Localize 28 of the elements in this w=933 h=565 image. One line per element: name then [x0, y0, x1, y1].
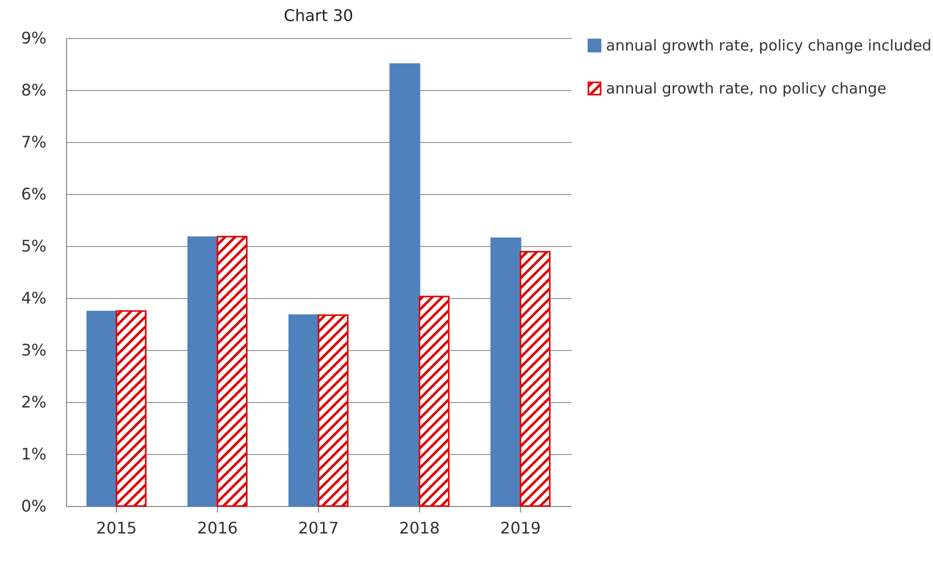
bar: [490, 237, 522, 507]
bar: [288, 314, 320, 507]
legend-label: annual growth rate, policy change included: [606, 36, 932, 54]
y-tick-label: 2%: [21, 392, 46, 412]
y-tick-label: 5%: [21, 236, 46, 256]
bar: [86, 310, 118, 507]
y-tick-label: 4%: [21, 288, 46, 308]
y-tick-label: 1%: [21, 444, 46, 464]
legend-label: annual growth rate, no policy change: [606, 80, 886, 98]
bar: [116, 310, 147, 507]
x-tick-label: 2016: [197, 518, 238, 538]
y-tick-label: 9%: [21, 28, 46, 48]
x-tick-label: 2018: [399, 518, 440, 538]
y-tick-label: 6%: [21, 184, 46, 204]
bar: [318, 314, 349, 507]
x-tick-label: 2017: [298, 518, 339, 538]
y-tick-label: 8%: [21, 80, 46, 100]
x-tick-label: 2019: [500, 518, 541, 538]
bar: [418, 296, 450, 507]
bar: [187, 236, 218, 507]
chart-title: Chart 30: [284, 6, 354, 25]
y-tick-label: 3%: [21, 340, 46, 360]
y-tick-label: 0%: [21, 496, 46, 516]
bar: [520, 250, 551, 507]
bar: [216, 236, 248, 507]
y-tick-label: 7%: [21, 132, 46, 152]
bar: [389, 63, 420, 507]
x-tick-label: 2015: [96, 518, 137, 538]
